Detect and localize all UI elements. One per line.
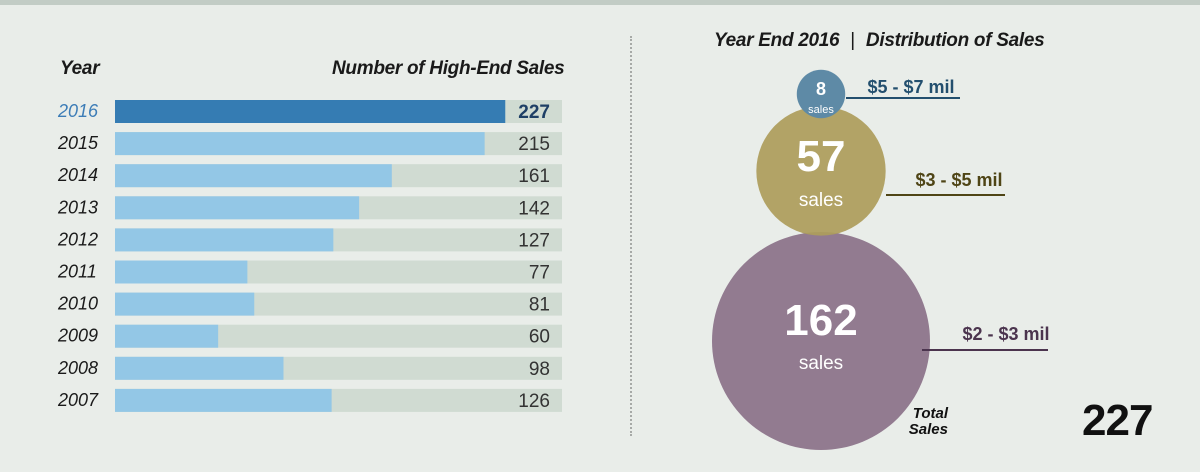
value-label-2008: 98 [529,359,550,380]
bubble-3-5-mil-count: 57 [797,132,846,181]
value-label-2013: 142 [518,198,550,219]
year-label-2012: 2012 [57,229,98,249]
bubble-label-5-7-mil: $5 - $7 mil [867,77,954,97]
bar-track-2009 [115,324,562,348]
bubble-label-3-5-mil: $3 - $5 mil [915,170,1002,190]
bar-2016 [115,100,506,123]
year-label-2014: 2014 [57,165,98,185]
year-label-2009: 2009 [57,326,98,346]
bar-2012 [115,228,334,252]
bubble-3-5-mil-unit: sales [799,190,843,211]
total-sales-value: 227 [1082,396,1153,445]
bar-2007 [115,388,332,412]
bubble-3-5-mil [756,106,886,236]
total-sales-label: Total Sales [908,405,948,438]
bar-2011 [115,260,248,284]
sales-column-header: Number of High-End Sales [332,58,565,79]
value-label-2016: 227 [518,102,550,123]
bar-2008 [115,356,284,380]
value-label-2007: 126 [518,391,550,412]
year-label-2015: 2015 [57,133,99,153]
bar-2013 [115,196,360,220]
value-label-2009: 60 [529,327,550,348]
distribution-title: Year End 2016 | Distribution of Sales [714,30,1045,52]
distribution-title-text: Distribution of Sales [865,30,1045,51]
value-label-2012: 127 [518,230,550,251]
value-label-2011: 77 [529,263,550,284]
year-label-2010: 2010 [57,294,98,314]
bubble-label-2-3-mil: $2 - $3 mil [962,324,1049,344]
section-divider [630,36,632,436]
year-label-2011: 2011 [57,262,97,282]
year-label-2008: 2008 [57,358,98,378]
value-label-2015: 215 [518,134,550,155]
bubble-2-3-mil [712,232,930,450]
distribution-title-year: Year End 2016 [714,30,840,51]
bar-2015 [115,132,485,156]
bubble-2-3-mil-unit: sales [799,353,843,374]
bubble-5-7-mil-count: 8 [816,79,826,99]
bar-2009 [115,324,219,348]
value-label-2014: 161 [518,166,550,187]
distribution-title-separator: | [850,30,855,51]
year-label-2007: 2007 [57,390,99,410]
bar-2010 [115,292,255,316]
bubble-2-3-mil-count: 162 [784,296,857,345]
bubble-5-7-mil [796,69,846,119]
bar-2014 [115,164,392,188]
top-accent-strip [0,0,1200,5]
bubble-5-7-mil-unit: sales [808,104,834,116]
year-column-header: Year [60,58,100,79]
value-label-2010: 81 [529,295,550,316]
year-label-2013: 2013 [57,197,98,217]
year-label-2016: 2016 [57,101,99,121]
high-end-sales-bar-chart: 2016 227 2015 215 2014 161 2013 142 2012 127 2011 7… [57,100,562,412]
